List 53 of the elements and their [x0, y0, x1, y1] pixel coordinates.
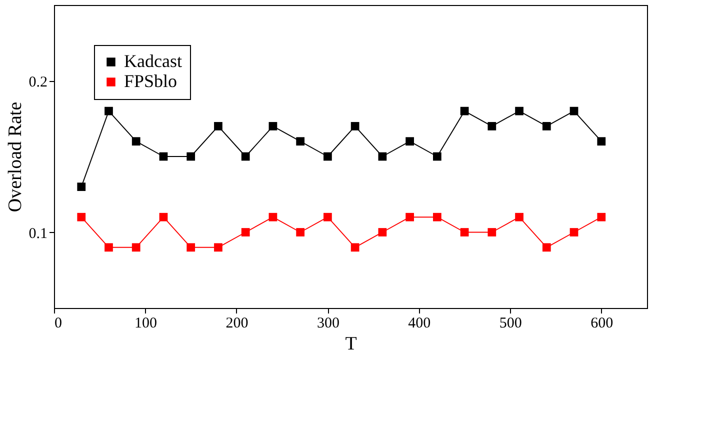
point	[296, 137, 305, 146]
point	[104, 106, 113, 116]
x-tick-label: 600	[590, 316, 614, 332]
point	[406, 212, 414, 222]
x-tick-label: 300	[316, 316, 340, 332]
point	[488, 228, 496, 236]
point	[132, 243, 140, 252]
point	[432, 212, 442, 222]
point	[241, 228, 250, 236]
point	[296, 228, 305, 236]
point	[104, 243, 113, 252]
point	[460, 106, 469, 116]
y-tick-label: 0.2	[28, 74, 48, 90]
point	[542, 122, 551, 130]
point	[515, 212, 524, 222]
y-axis-title: Overload Rate	[4, 102, 26, 212]
point	[597, 212, 606, 222]
y-tick-label: 0.1	[28, 226, 48, 242]
point	[159, 212, 168, 222]
x-tick-label: 400	[408, 316, 431, 332]
point	[432, 152, 442, 161]
point	[406, 137, 414, 146]
point	[186, 243, 196, 252]
legend-label: Kadcast	[124, 51, 182, 71]
point	[488, 122, 496, 130]
x-tick-label: 500	[499, 316, 522, 332]
point	[570, 106, 578, 116]
point	[77, 182, 86, 191]
point	[77, 212, 86, 222]
point	[378, 152, 387, 161]
point	[132, 137, 140, 146]
point	[460, 228, 469, 236]
point	[378, 228, 387, 236]
legend-label: FPSblo	[124, 71, 178, 91]
point	[214, 243, 222, 252]
point	[159, 152, 168, 161]
x-axis-title: T	[345, 334, 358, 354]
point	[570, 228, 578, 236]
point	[268, 122, 278, 130]
point	[214, 122, 222, 130]
x-tick-label: 200	[226, 316, 248, 332]
point	[350, 122, 360, 130]
point	[324, 212, 332, 222]
x-tick-label: 0	[54, 316, 62, 332]
point	[597, 137, 606, 146]
point	[324, 152, 332, 161]
point	[186, 152, 196, 161]
point	[542, 243, 551, 252]
point	[268, 212, 278, 222]
point	[350, 243, 360, 252]
point	[241, 152, 250, 161]
point	[515, 106, 524, 116]
x-tick-label: 100	[134, 316, 157, 332]
